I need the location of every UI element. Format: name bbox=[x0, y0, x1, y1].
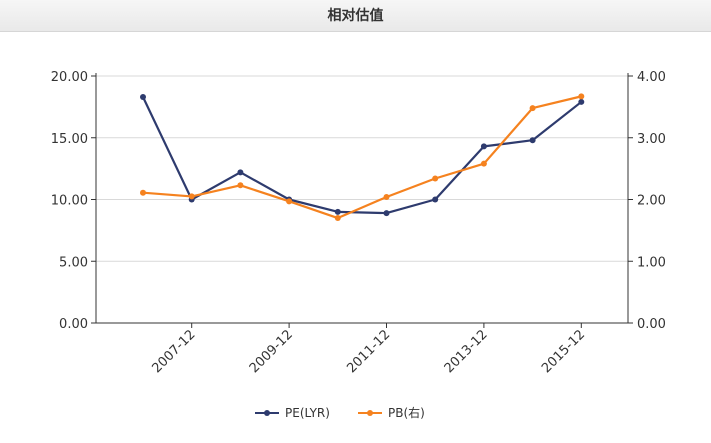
series-line-pe bbox=[142, 96, 582, 215]
left-axis-ticks: 0.00 5.00 10.00 15.00 20.00 bbox=[51, 70, 96, 332]
series-layer bbox=[140, 93, 585, 222]
data-point[interactable] bbox=[529, 137, 536, 144]
data-point[interactable] bbox=[286, 198, 293, 205]
right-tick-label: 3.00 bbox=[637, 132, 666, 147]
right-axis-ticks: 0.00 1.00 2.00 3.00 4.00 bbox=[628, 70, 666, 332]
legend-label[interactable]: PB(右) bbox=[388, 405, 425, 420]
data-point[interactable] bbox=[383, 194, 390, 201]
x-tick-label: 2015-12 bbox=[539, 327, 588, 376]
data-point[interactable] bbox=[578, 98, 585, 105]
right-tick-label: 0.00 bbox=[637, 317, 666, 332]
data-point[interactable] bbox=[578, 93, 585, 100]
data-point[interactable] bbox=[237, 169, 244, 176]
data-point[interactable] bbox=[140, 93, 146, 100]
data-point[interactable] bbox=[383, 210, 390, 217]
left-tick-label: 20.00 bbox=[51, 70, 88, 85]
left-tick-label: 0.00 bbox=[59, 317, 88, 332]
axes bbox=[95, 73, 629, 324]
right-tick-label: 1.00 bbox=[637, 255, 666, 270]
legend-swatch-marker bbox=[367, 410, 373, 416]
chart-header: 相对估值 bbox=[0, 0, 711, 32]
left-tick-label: 10.00 bbox=[51, 194, 88, 209]
legend-swatch-marker bbox=[264, 410, 270, 416]
data-point[interactable] bbox=[334, 215, 341, 222]
data-point[interactable] bbox=[432, 196, 439, 203]
series-line-pb bbox=[142, 95, 582, 220]
x-tick-label: 2009-12 bbox=[247, 327, 296, 376]
legend: PE(LYR) PB(右) bbox=[255, 405, 425, 420]
data-point[interactable] bbox=[480, 160, 487, 167]
data-point[interactable] bbox=[140, 189, 146, 196]
data-point[interactable] bbox=[529, 105, 536, 112]
x-axis-ticks: 2007-12 2009-12 2011-12 2013-12 2015-12 bbox=[150, 323, 588, 376]
left-tick-label: 5.00 bbox=[59, 255, 88, 270]
right-tick-label: 2.00 bbox=[637, 194, 666, 209]
right-tick-label: 4.00 bbox=[637, 70, 666, 85]
data-point[interactable] bbox=[237, 182, 244, 189]
data-point[interactable] bbox=[480, 143, 487, 150]
x-tick-label: 2013-12 bbox=[442, 327, 491, 376]
x-tick-label: 2011-12 bbox=[344, 327, 393, 376]
legend-label[interactable]: PE(LYR) bbox=[285, 406, 330, 420]
data-point[interactable] bbox=[432, 175, 439, 182]
x-tick-label: 2007-12 bbox=[150, 327, 199, 376]
left-tick-label: 15.00 bbox=[51, 132, 88, 147]
chart-title: 相对估值 bbox=[327, 8, 384, 24]
gridlines bbox=[96, 75, 628, 262]
data-point[interactable] bbox=[334, 208, 341, 215]
data-point[interactable] bbox=[188, 193, 195, 200]
